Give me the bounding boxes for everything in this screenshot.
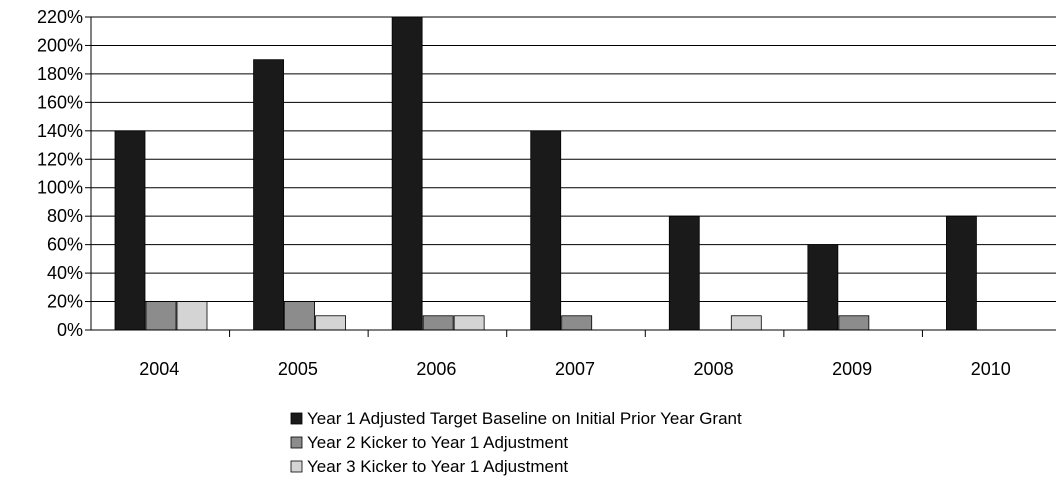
gridlines (91, 16, 1056, 303)
legend: Year 1 Adjusted Target Baseline on Initi… (290, 409, 742, 476)
bar-2005-series-3 (315, 315, 346, 331)
y-tick-label: 220% (37, 7, 83, 27)
bar-2004-series-3 (176, 301, 208, 331)
bar-2010-series-1 (946, 215, 977, 331)
bar-2009-series-2 (838, 315, 870, 331)
x-axis-tick-labels: 2004 2005 2006 2007 2008 2009 2010 (139, 359, 1010, 379)
y-tick-label: 60% (47, 235, 83, 255)
legend-swatch-1 (290, 412, 303, 425)
legend-swatch-3 (290, 460, 303, 473)
bar-2006-series-2 (422, 315, 454, 331)
y-tick-label: 140% (37, 121, 83, 141)
y-tick-label: 40% (47, 263, 83, 283)
y-axis-tick-labels: 0% 20% 40% 60% 80% 100% 120% 140% 160% 180% 200% 22… (37, 7, 83, 340)
x-tick-label: 2010 (971, 359, 1011, 379)
y-tick-label: 120% (37, 149, 83, 169)
y-tick-label: 20% (47, 292, 83, 312)
x-tick-label: 2005 (278, 359, 318, 379)
bar-2006-series-1 (391, 16, 423, 331)
bars (114, 16, 977, 331)
bar-2008-series-1 (668, 215, 700, 331)
y-tick-label: 160% (37, 92, 83, 112)
y-tick-label: 100% (37, 178, 83, 198)
x-tick-label: 2008 (694, 359, 734, 379)
y-tick-label: 200% (37, 35, 83, 55)
bar-2008-series-3 (730, 315, 762, 331)
x-tick-label: 2004 (139, 359, 179, 379)
axes (85, 16, 1056, 337)
bar-2004-series-1 (114, 130, 146, 331)
x-tick-label: 2006 (416, 359, 456, 379)
legend-label-3: Year 3 Kicker to Year 1 Adjustment (307, 457, 568, 476)
x-tick-label: 2009 (832, 359, 872, 379)
legend-label-2: Year 2 Kicker to Year 1 Adjustment (307, 433, 568, 452)
bar-2007-series-2 (561, 315, 593, 331)
y-tick-label: 0% (57, 320, 83, 340)
bar-2004-series-2 (145, 301, 177, 331)
bar-2006-series-3 (453, 315, 485, 331)
bar-2005-series-1 (253, 59, 284, 331)
bar-2005-series-2 (284, 301, 315, 331)
x-tick-label: 2007 (555, 359, 595, 379)
legend-swatch-2 (290, 436, 303, 449)
y-tick-label: 80% (47, 206, 83, 226)
y-tick-label: 180% (37, 64, 83, 84)
bar-2007-series-1 (530, 130, 562, 331)
legend-label-1: Year 1 Adjusted Target Baseline on Initi… (307, 409, 742, 428)
bar-2009-series-1 (807, 244, 839, 331)
